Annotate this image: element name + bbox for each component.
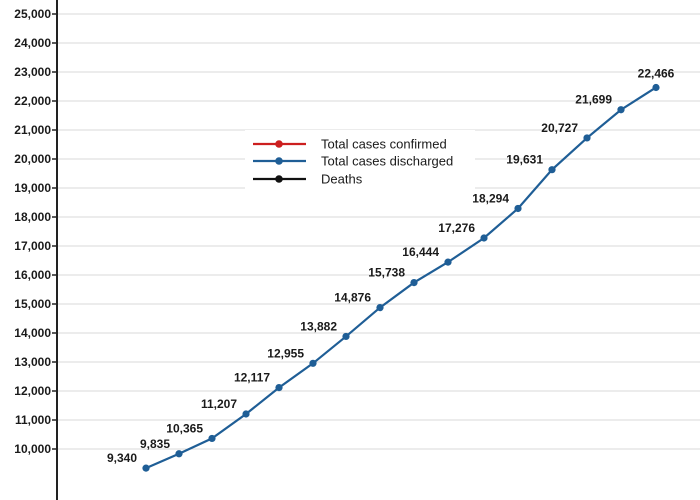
data-label: 17,276	[438, 221, 475, 235]
data-point	[175, 450, 183, 458]
series-line-discharged	[145, 86, 657, 470]
y-tick-label: 14,000	[14, 326, 51, 340]
data-label: 14,876	[334, 291, 371, 305]
y-tick-label: 23,000	[14, 65, 51, 79]
legend-swatch-marker	[275, 140, 283, 148]
legend-swatch-marker	[275, 175, 283, 183]
y-tick-label: 21,000	[14, 123, 51, 137]
data-point	[275, 384, 283, 392]
y-tick-label: 11,000	[15, 413, 51, 427]
data-label: 12,117	[234, 371, 270, 385]
y-axis-ticks: 10,000 11,000 12,000 13,000 14,000 15,000 16,0…	[14, 7, 57, 456]
data-point	[410, 278, 418, 287]
data-point	[242, 410, 250, 418]
data-label: 21,699	[575, 93, 612, 107]
legend-entry-label: Deaths	[321, 172, 363, 187]
legend-entry-label: Total cases confirmed	[321, 137, 447, 152]
data-label: 9,835	[140, 437, 170, 451]
data-label: 15,738	[368, 266, 405, 280]
legend-swatch-marker	[275, 157, 283, 165]
y-tick-label: 19,000	[14, 181, 51, 195]
y-tick-label: 16,000	[14, 268, 51, 282]
y-tick-label: 15,000	[14, 297, 51, 311]
y-tick-label: 12,000	[14, 384, 51, 398]
y-tick-label: 25,000	[14, 7, 51, 21]
data-label: 22,466	[638, 66, 675, 80]
y-tick-label: 18,000	[14, 210, 51, 224]
data-point	[142, 464, 150, 472]
legend-entry-label: Total cases discharged	[321, 154, 453, 169]
y-tick-label: 13,000	[14, 355, 51, 369]
data-point	[617, 106, 625, 114]
data-point	[309, 359, 317, 367]
legend: Total cases confirmed Total cases dischar…	[245, 130, 475, 192]
data-label: 13,882	[300, 319, 337, 333]
data-point	[652, 83, 660, 92]
data-label: 16,444	[402, 245, 439, 259]
data-point	[583, 134, 591, 142]
data-label: 11,207	[201, 397, 237, 411]
data-label: 9,340	[107, 451, 137, 465]
y-tick-label: 24,000	[14, 36, 51, 50]
data-point	[342, 332, 350, 341]
y-tick-label: 10,000	[14, 442, 51, 456]
y-tick-label: 17,000	[14, 239, 51, 253]
data-label: 20,727	[541, 121, 578, 135]
data-point	[376, 303, 384, 312]
data-label: 10,365	[166, 421, 203, 435]
data-point	[514, 204, 522, 213]
data-label: 19,631	[506, 153, 543, 167]
series-layer: 26,0989,3409,83510,36511,20712,11712,955…	[107, 66, 675, 472]
data-point	[548, 166, 556, 174]
data-point	[480, 234, 488, 242]
grid	[57, 13, 700, 450]
data-point	[444, 258, 452, 266]
data-label: 18,294	[472, 191, 509, 205]
data-point	[208, 434, 216, 443]
y-tick-label: 20,000	[14, 152, 51, 166]
data-label: 12,955	[267, 346, 304, 360]
y-tick-label: 22,000	[14, 94, 51, 108]
